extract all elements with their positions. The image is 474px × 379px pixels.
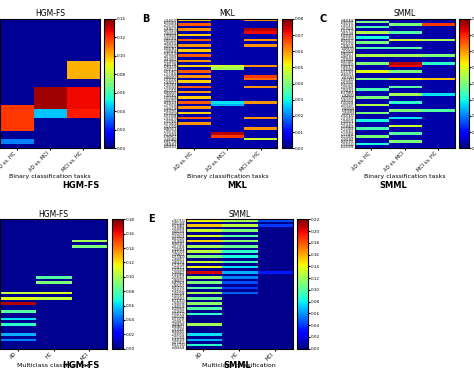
Text: HGM-FS: HGM-FS (62, 361, 99, 370)
Text: B: B (142, 14, 150, 24)
Title: MKL: MKL (219, 9, 236, 18)
Text: C: C (320, 14, 327, 24)
Text: SMML: SMML (380, 181, 407, 190)
X-axis label: Binary classification tasks: Binary classification tasks (187, 174, 268, 179)
X-axis label: Multiclass classification: Multiclass classification (202, 363, 276, 368)
Title: SMML: SMML (228, 210, 250, 219)
X-axis label: Multiclass classification: Multiclass classification (17, 363, 91, 368)
Title: HGM-FS: HGM-FS (35, 9, 65, 18)
Text: E: E (148, 214, 155, 224)
X-axis label: Binary classification tasks: Binary classification tasks (9, 174, 91, 179)
Text: SMML: SMML (223, 361, 251, 370)
Text: HGM-FS: HGM-FS (62, 181, 99, 190)
Title: SMML: SMML (394, 9, 416, 18)
Text: MKL: MKL (227, 181, 247, 190)
Title: HGM-FS: HGM-FS (38, 210, 69, 219)
X-axis label: Binary classification tasks: Binary classification tasks (364, 174, 446, 179)
